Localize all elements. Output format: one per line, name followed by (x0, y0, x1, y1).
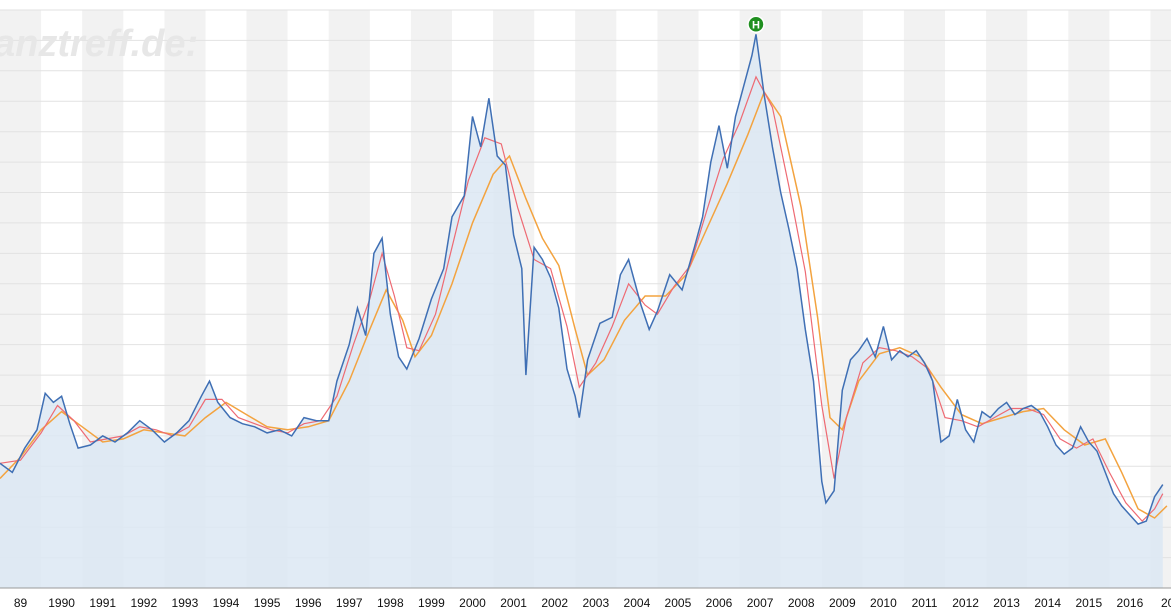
price-area-fill (0, 34, 1163, 589)
x-tick-label: 2012 (952, 596, 979, 610)
short-moving-average-line (0, 75, 1164, 522)
x-tick-label: 1997 (336, 596, 363, 610)
x-tick-label: 2015 (1075, 596, 1102, 610)
x-tick-label: 1993 (172, 596, 199, 610)
x-tick-label: 2010 (870, 596, 897, 610)
x-tick-label: 1996 (295, 596, 322, 610)
x-tick-label: 2011 (912, 596, 938, 610)
x-tick-label: 2008 (788, 596, 815, 610)
year-band (1150, 10, 1171, 588)
x-tick-label: 1992 (130, 596, 157, 610)
x-tick-label: 1995 (254, 596, 281, 610)
x-tick-label: 2013 (993, 596, 1020, 610)
x-tick-label: 1998 (377, 596, 404, 610)
x-tick-label: 1994 (213, 596, 240, 610)
x-tick-label: 2006 (706, 596, 733, 610)
x-tick-label: 2009 (829, 596, 856, 610)
x-tick-label: 2004 (624, 596, 651, 610)
watermark-text: anztreff.de: (0, 23, 198, 65)
x-tick-label: 2014 (1034, 596, 1061, 610)
x-tick-label: 2001 (500, 596, 527, 610)
x-tick-label: 201 (1161, 596, 1171, 610)
x-tick-label: 89 (14, 596, 28, 610)
x-tick-label: 2000 (459, 596, 486, 610)
x-tick-label: 2007 (747, 596, 774, 610)
x-tick-labels: 89 1990 1991 1992 1993 1994 1995 1996 1997 1998 19… (14, 596, 1171, 610)
x-tick-label: 1991 (89, 596, 116, 610)
x-tick-label: 1990 (48, 596, 75, 610)
x-tick-label: 2005 (665, 596, 692, 610)
price-line (0, 34, 1164, 525)
x-tick-label: 1999 (418, 596, 445, 610)
high-marker-circle (747, 15, 765, 34)
x-tick-label: 2003 (582, 596, 609, 610)
high-marker: H (747, 15, 765, 34)
x-tick-label: 2002 (541, 596, 568, 610)
x-tick-label: 2016 (1117, 596, 1144, 610)
high-marker-label: H (752, 19, 760, 31)
